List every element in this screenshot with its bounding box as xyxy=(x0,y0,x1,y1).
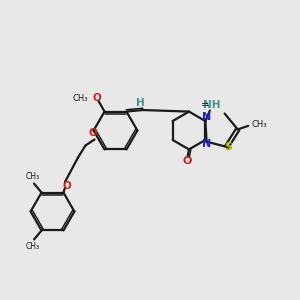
Text: H: H xyxy=(136,98,145,107)
Text: N: N xyxy=(202,139,212,148)
Text: NH: NH xyxy=(202,100,220,110)
Text: =: = xyxy=(201,100,209,110)
Text: O: O xyxy=(63,181,72,190)
Text: N: N xyxy=(202,112,212,122)
Text: CH₃: CH₃ xyxy=(26,242,40,251)
Text: CH₃: CH₃ xyxy=(251,120,267,129)
Text: O: O xyxy=(182,156,192,167)
Text: O: O xyxy=(93,93,101,103)
Text: CH₃: CH₃ xyxy=(73,94,88,103)
Text: CH₃: CH₃ xyxy=(26,172,40,181)
Text: O: O xyxy=(88,128,98,138)
Text: S: S xyxy=(224,142,232,152)
